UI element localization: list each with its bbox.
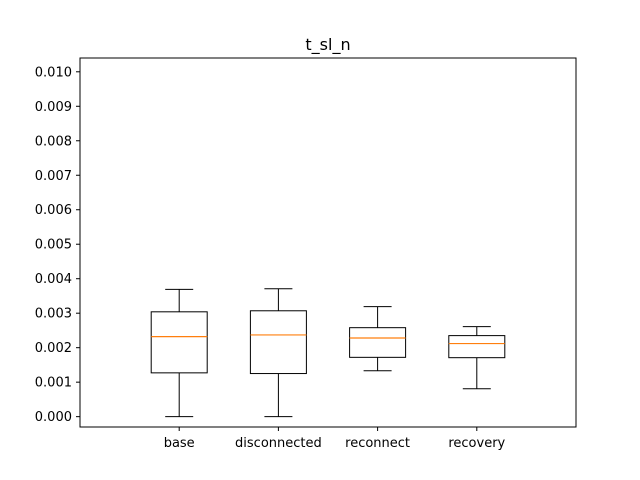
box-reconnect bbox=[349, 327, 407, 358]
box-recovery bbox=[448, 335, 506, 359]
axes-frame bbox=[79, 57, 577, 428]
y-tick-label: 0.002 bbox=[35, 341, 72, 356]
box-disconnected bbox=[249, 310, 307, 375]
chart-title: t_sl_n bbox=[305, 35, 350, 55]
x-tick-label: reconnect bbox=[345, 436, 410, 451]
y-tick-label: 0.003 bbox=[35, 307, 72, 322]
y-tick-label: 0.008 bbox=[35, 134, 72, 149]
x-tick-label: disconnected bbox=[235, 436, 322, 451]
y-tick-label: 0.005 bbox=[35, 238, 72, 253]
y-tick-label: 0.010 bbox=[35, 65, 72, 80]
x-tick-label: recovery bbox=[448, 436, 505, 451]
y-tick-label: 0.007 bbox=[35, 169, 72, 184]
y-tick-label: 0.000 bbox=[35, 410, 72, 425]
x-tick-label: base bbox=[164, 436, 195, 451]
y-tick-label: 0.001 bbox=[35, 376, 72, 391]
y-tick-label: 0.006 bbox=[35, 203, 72, 218]
plot-area: 0.000 0.001 0.002 0.003 0.004 0.005 0.006 0.007… bbox=[35, 57, 577, 451]
y-tick-label: 0.009 bbox=[35, 100, 72, 115]
y-tick-label: 0.004 bbox=[35, 272, 72, 287]
box-base bbox=[150, 311, 208, 374]
